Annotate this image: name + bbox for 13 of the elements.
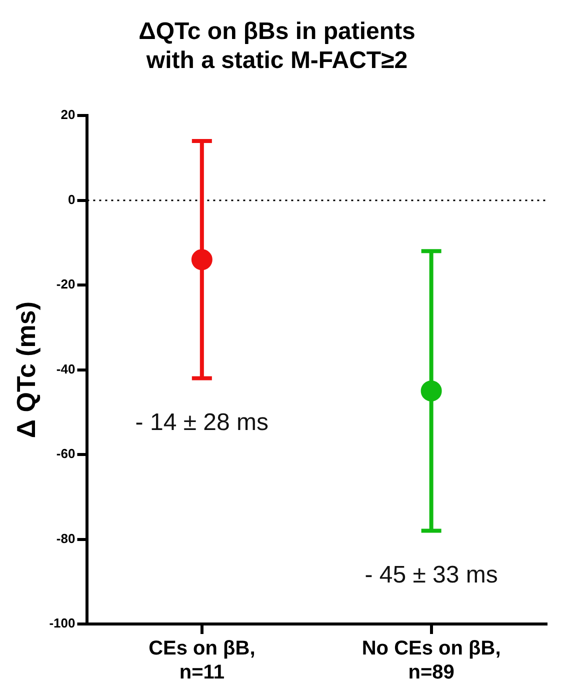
y-tick-label: 20: [60, 107, 76, 122]
x-tick-label: CEs on βB, n=11: [148, 638, 256, 684]
y-axis-title: Δ QTc (ms): [10, 301, 41, 438]
y-tick-label: 0: [68, 192, 76, 207]
y-tick-label: -40: [56, 361, 76, 376]
annotation: - 14 ± 28 ms: [135, 408, 269, 436]
annotation: - 45 ± 33 ms: [364, 561, 498, 588]
y-tick-label: -20: [56, 276, 76, 292]
x-tick-label: No CEs on βB, n=89: [362, 638, 501, 684]
y-tick-label: -60: [56, 446, 76, 462]
y-tick-label: -80: [56, 530, 76, 546]
chart-title: ΔQTc on βBs in patients with a static M-FACT≥2: [138, 18, 416, 74]
y-tick-label: -100: [49, 616, 76, 631]
